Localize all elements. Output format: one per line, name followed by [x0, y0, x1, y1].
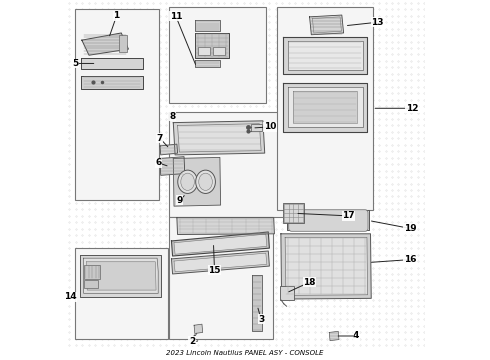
Bar: [280, 286, 294, 300]
Polygon shape: [285, 237, 368, 296]
Bar: [169, 217, 273, 338]
Bar: [191, 338, 196, 341]
Polygon shape: [82, 33, 128, 55]
FancyBboxPatch shape: [289, 210, 368, 231]
Text: 5: 5: [73, 59, 79, 68]
Text: 9: 9: [176, 196, 183, 205]
Polygon shape: [84, 258, 158, 293]
Bar: [84, 265, 100, 279]
Polygon shape: [195, 60, 220, 67]
Bar: [75, 9, 159, 201]
Polygon shape: [195, 21, 220, 31]
Polygon shape: [177, 124, 261, 152]
Polygon shape: [160, 157, 185, 175]
Polygon shape: [283, 83, 367, 132]
Polygon shape: [174, 234, 267, 254]
Polygon shape: [173, 157, 220, 206]
Ellipse shape: [196, 170, 216, 193]
Text: 15: 15: [208, 266, 221, 275]
Bar: [169, 112, 290, 217]
Text: 11: 11: [170, 12, 182, 21]
Ellipse shape: [181, 173, 195, 190]
Polygon shape: [81, 58, 143, 69]
Text: 14: 14: [64, 292, 76, 301]
Text: 17: 17: [342, 211, 355, 220]
Text: 2: 2: [189, 337, 195, 346]
Polygon shape: [172, 251, 270, 274]
Text: 3: 3: [258, 315, 264, 324]
Polygon shape: [174, 253, 267, 272]
Polygon shape: [194, 324, 203, 333]
Text: 10: 10: [264, 122, 276, 131]
Text: 13: 13: [371, 18, 384, 27]
Bar: [251, 124, 262, 131]
Text: 7: 7: [156, 134, 163, 143]
Polygon shape: [160, 144, 177, 155]
Text: 19: 19: [404, 224, 416, 233]
Text: 4: 4: [353, 332, 359, 341]
Polygon shape: [294, 91, 357, 123]
Bar: [119, 35, 126, 52]
Text: 1: 1: [114, 11, 120, 20]
Polygon shape: [87, 262, 156, 290]
Polygon shape: [177, 218, 274, 234]
Bar: [197, 47, 210, 55]
Ellipse shape: [178, 170, 197, 193]
Bar: [213, 47, 225, 55]
Bar: [75, 248, 168, 338]
Polygon shape: [287, 211, 368, 230]
Bar: [169, 7, 266, 103]
Text: 12: 12: [406, 104, 418, 113]
Polygon shape: [310, 15, 343, 35]
Polygon shape: [252, 275, 262, 330]
Polygon shape: [173, 121, 265, 155]
Polygon shape: [172, 232, 270, 256]
Text: 8: 8: [169, 112, 175, 121]
Polygon shape: [329, 331, 339, 341]
Polygon shape: [288, 41, 363, 69]
Polygon shape: [281, 234, 371, 299]
Text: 2023 Lincoln Nautilus PANEL ASY - CONSOLE: 2023 Lincoln Nautilus PANEL ASY - CONSOL…: [166, 350, 324, 356]
Ellipse shape: [199, 173, 212, 190]
Text: 18: 18: [303, 278, 316, 287]
Polygon shape: [80, 255, 161, 297]
Text: 6: 6: [155, 158, 161, 167]
Bar: [283, 203, 304, 223]
Text: 16: 16: [404, 255, 416, 264]
Polygon shape: [81, 76, 143, 89]
Polygon shape: [288, 87, 363, 127]
Polygon shape: [195, 33, 229, 58]
Bar: [276, 7, 373, 210]
Bar: [84, 280, 98, 288]
Polygon shape: [283, 37, 367, 74]
